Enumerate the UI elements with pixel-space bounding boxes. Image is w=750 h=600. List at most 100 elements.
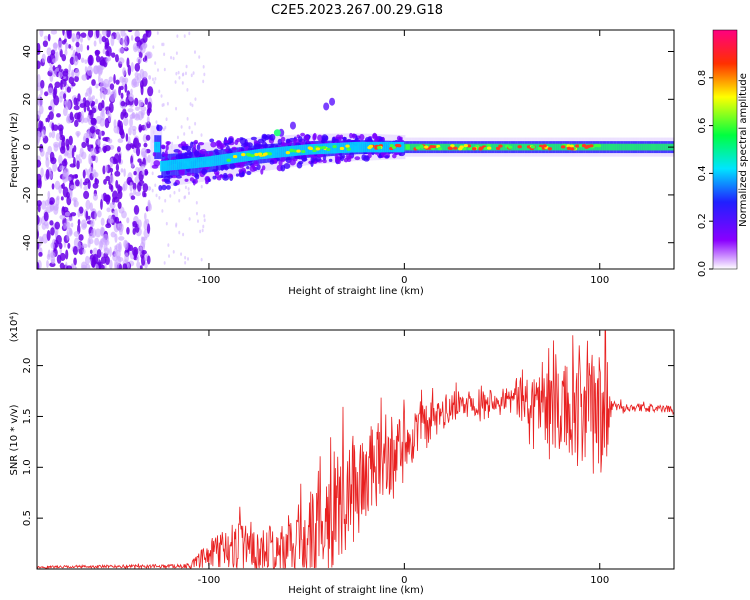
spectrogram-noise-mark — [75, 34, 80, 44]
spectrogram-scatter-mark — [240, 147, 245, 152]
spectrogram-faint-mark — [176, 34, 179, 38]
spectrogram-core-mark — [404, 143, 407, 151]
spectrogram-y-tick-label: -20 — [22, 187, 33, 203]
spectrogram-scatter-mark — [304, 135, 310, 140]
spectrogram-noise-mark — [134, 176, 140, 184]
spectrogram-noise-mark — [90, 147, 97, 157]
spectrogram-noise-mark — [64, 99, 71, 111]
spectrogram-noise-mark — [124, 83, 128, 93]
spectrogram-noise-mark — [118, 241, 122, 253]
spectrogram-core-mark — [210, 155, 213, 167]
spectrogram-noise-mark — [123, 77, 129, 84]
spectrogram-noise-mark — [73, 257, 77, 266]
spectrogram-core-mark — [462, 143, 465, 151]
spectrogram-peak-mark — [507, 145, 513, 149]
spectrogram-faint-mark — [189, 102, 192, 106]
spectrogram-core-mark — [160, 160, 163, 172]
spectrogram-noise-mark — [72, 245, 78, 256]
spectrogram-core-mark — [502, 143, 505, 151]
spectrogram-scatter-mark — [235, 173, 240, 177]
spectrogram-peak-mark — [405, 146, 410, 150]
spectrogram-core-mark — [601, 143, 604, 151]
spectrogram-core-mark — [664, 143, 667, 151]
spectrogram-noise-mark — [86, 140, 89, 147]
spectrogram-core-mark — [582, 143, 585, 151]
spectrogram-noise-mark — [130, 61, 134, 73]
spectrogram-peak-mark — [250, 154, 255, 158]
spectrogram-peak-mark — [424, 145, 429, 149]
spectrogram-noise-mark — [64, 31, 67, 39]
spectrogram-peak-mark — [376, 146, 382, 150]
spectrogram-core-mark — [441, 143, 444, 151]
spectrogram-core-mark — [359, 141, 362, 153]
spectrogram-noise-mark — [51, 130, 56, 139]
spectrogram-noise-mark — [41, 200, 47, 210]
spectrogram-scatter-mark — [380, 151, 386, 157]
spectrogram-peak-mark — [596, 144, 602, 148]
spectrogram-noise-mark — [134, 45, 140, 51]
spectrogram-noise-mark — [98, 33, 103, 45]
spectrogram-scatter-mark — [300, 132, 306, 137]
spectrogram-noise-mark — [137, 110, 144, 121]
snr-panel: -100 0 100 0.5 1.0 1.5 2.0 Height of straight… — [9, 312, 675, 596]
spectrogram-noise-mark — [110, 231, 116, 238]
spectrogram-noise-mark — [86, 106, 90, 112]
spectrogram-scatter-mark — [246, 170, 252, 176]
spectrogram-noise-mark — [145, 30, 150, 34]
spectrogram-core-mark — [154, 141, 157, 153]
spectrogram-peak-mark — [486, 146, 492, 150]
snr-y-tick-label: 0.5 — [22, 510, 33, 526]
snr-y-ticks: 0.5 1.0 1.5 2.0 — [22, 358, 674, 526]
spectrogram-scatter-mark — [354, 156, 361, 161]
spectrogram-frame — [36, 29, 675, 270]
spectrogram-noise-mark — [37, 173, 42, 182]
spectrogram-noise-mark — [59, 165, 64, 171]
spectrogram-scatter-mark — [354, 136, 358, 143]
spectrogram-faint-mark — [162, 127, 165, 132]
spectrogram-noise-mark — [81, 261, 87, 269]
spectrogram-noise-mark — [63, 222, 67, 230]
spectrogram-noise-mark — [87, 30, 94, 38]
spectrogram-scatter-mark — [165, 144, 169, 151]
spectrogram-noise-mark — [117, 146, 121, 153]
spectrogram-scatter-mark — [231, 146, 237, 151]
spectrogram-peak-mark — [326, 147, 331, 151]
spectrogram-noise-mark — [69, 184, 77, 190]
spectrogram-peak-mark — [566, 146, 572, 150]
spectrogram-core-mark — [492, 143, 495, 151]
spectrogram-scatter-mark — [224, 139, 230, 144]
spectrogram-noise-mark — [52, 42, 59, 49]
spectrogram-core-mark — [513, 143, 516, 151]
spectrogram-scatter-mark — [312, 133, 317, 141]
spectrogram-core-mark — [314, 143, 317, 155]
spectrogram-faint-mark — [155, 193, 158, 198]
spectrogram-faint-mark — [191, 103, 194, 108]
spectrogram-scatter-mark — [166, 185, 171, 190]
spectrogram-core-mark — [351, 142, 354, 153]
spectrogram-core-mark — [236, 152, 239, 163]
snr-x-tick-label: -100 — [198, 575, 221, 586]
spectrogram-core-mark — [185, 158, 188, 170]
spectrogram-scatter-mark — [161, 153, 168, 157]
spectrogram-noise-mark — [64, 49, 68, 56]
spectrogram-scatter-mark — [161, 184, 167, 191]
spectrogram-peak-mark — [321, 145, 327, 150]
spectrogram-noise-mark — [117, 223, 124, 233]
spectrogram-marks — [37, 30, 674, 269]
colorbar-ticks: 0.0 0.2 0.4 0.6 0.8 — [697, 70, 713, 277]
spectrogram-noise-mark — [105, 175, 111, 182]
spectrogram-peak-mark — [542, 144, 547, 148]
spectrogram-peak-mark — [495, 146, 501, 150]
spectrogram-faint-mark — [169, 194, 172, 198]
spectrogram-faint-mark — [180, 252, 183, 256]
spectrogram-core-mark — [191, 157, 194, 169]
spectrogram-scatter-mark — [178, 171, 185, 176]
spectrogram-noise-mark — [77, 219, 81, 226]
spectrogram-scatter-mark — [224, 165, 229, 171]
spectrogram-faint-mark — [163, 52, 166, 57]
spectrogram-scatter-mark — [208, 151, 214, 156]
spectrogram-noise-mark — [118, 153, 122, 164]
spectrogram-noise-mark — [80, 219, 87, 230]
spectrogram-core-mark — [388, 141, 391, 153]
spectrogram-peak-mark — [415, 146, 421, 150]
